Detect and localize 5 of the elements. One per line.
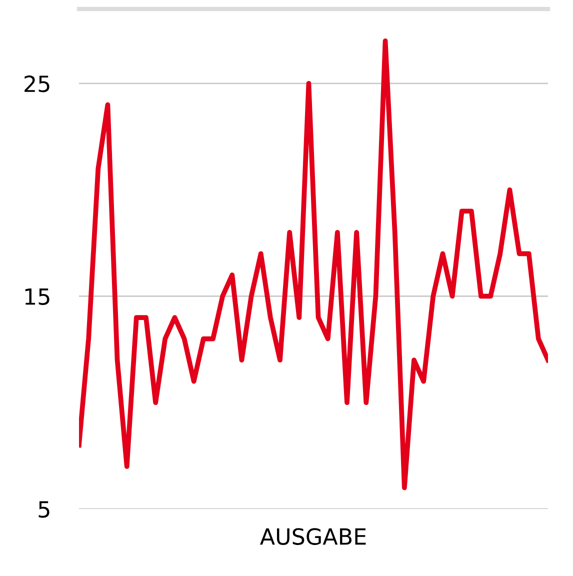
x-axis-title: AUSGABE: [260, 528, 366, 545]
y-tick-label: 15: [25, 288, 50, 305]
y-tick-label: 25: [24, 75, 50, 92]
line-series: [79, 38, 548, 490]
y-tick-label: 5: [38, 501, 50, 518]
